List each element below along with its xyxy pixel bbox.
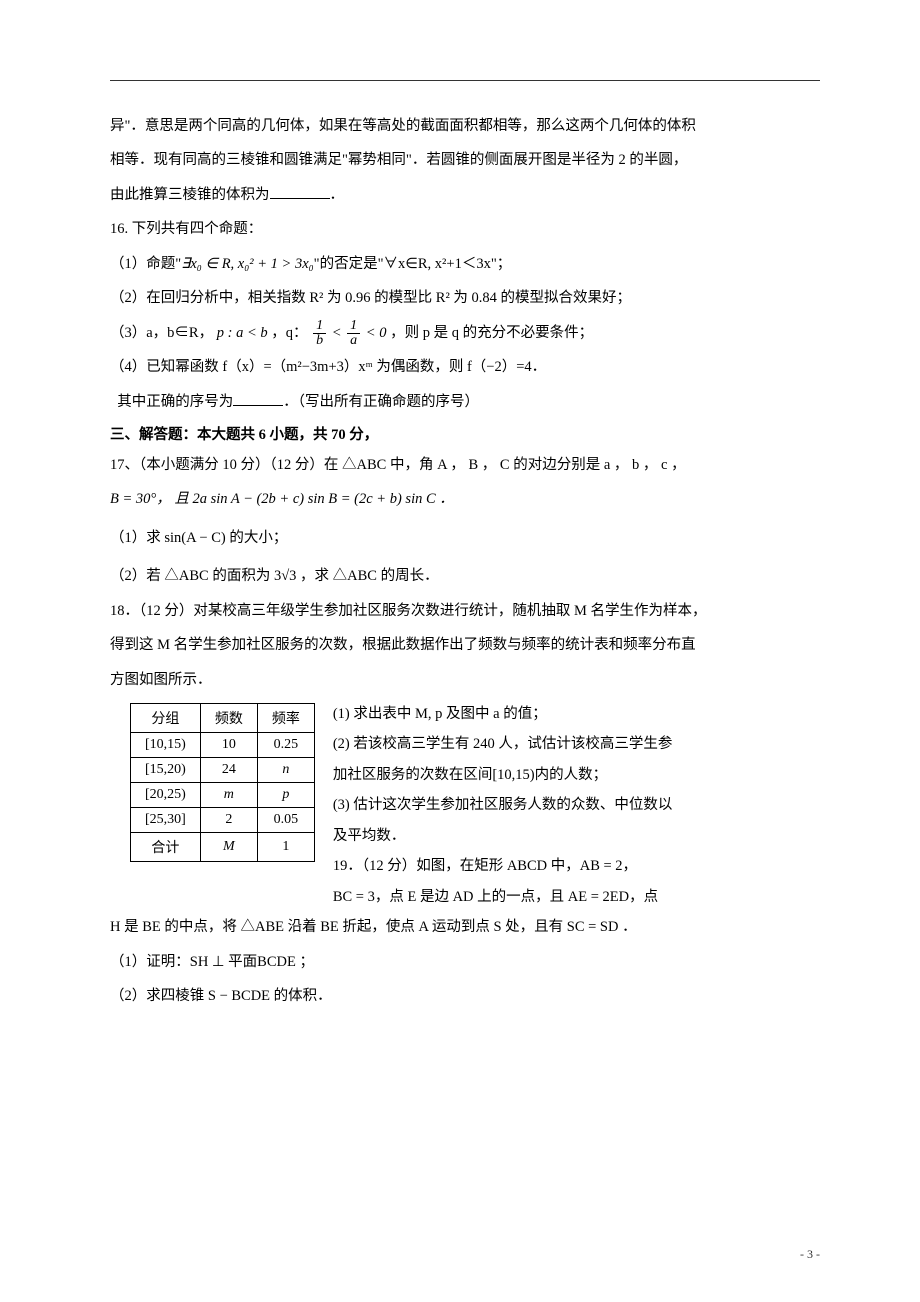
col-group: 分组 bbox=[131, 704, 201, 733]
q19-line1b: BC = 3，点 E 是边 AD 上的一点，且 AE = 2ED，点 bbox=[333, 882, 820, 912]
q16-2: （2）在回归分析中，相关指数 R² 为 0.96 的模型比 R² 为 0.84 … bbox=[110, 283, 820, 313]
frac-num-1: 1 bbox=[313, 319, 326, 334]
q18-line3: 方图如图所示． bbox=[110, 665, 820, 695]
frac-1-over-b: 1b bbox=[313, 319, 326, 348]
table-row: [15,20) 24 n bbox=[131, 758, 315, 783]
page-number: - 3 - bbox=[800, 1247, 820, 1262]
cell: [10,15) bbox=[131, 733, 201, 758]
blank-answers bbox=[233, 390, 283, 406]
q18-row: 分组 频数 频率 [10,15) 10 0.25 [15,20) 24 n [2… bbox=[110, 699, 820, 912]
section-3-head: 三、解答题：本大题共 6 小题，共 70 分， bbox=[110, 423, 820, 444]
q16-1a: （1）命题" bbox=[110, 256, 181, 272]
q16-4: （4）已知幂函数 f（x）=（m²−3m+3）xᵐ 为偶函数，则 f（−2）=4… bbox=[110, 352, 820, 382]
q16-3c: ，则 p 是 q 的充分不必要条件； bbox=[390, 325, 593, 341]
q16-tail-b: ．（写出所有正确命题的序号） bbox=[283, 394, 479, 410]
q18-r2a: (2) 若该校高三学生有 240 人，试估计该校高三学生参 bbox=[333, 729, 820, 759]
q18-r1: (1) 求出表中 M, p 及图中 a 的值； bbox=[333, 699, 820, 729]
cell: [20,25) bbox=[131, 783, 201, 808]
q17-line2-math: B = 30°， 且 2a sin A − (2b + c) sin B = (… bbox=[110, 491, 454, 507]
frequency-table: 分组 频数 频率 [10,15) 10 0.25 [15,20) 24 n [2… bbox=[130, 703, 315, 862]
table-row: [10,15) 10 0.25 bbox=[131, 733, 315, 758]
cell: 0.25 bbox=[257, 733, 314, 758]
q17-sub2: （2）若 △ABC 的面积为 3√3 ，求 △ABC 的周长． bbox=[110, 561, 820, 591]
q16-3b: ，q： bbox=[271, 325, 307, 341]
cell: n bbox=[257, 758, 314, 783]
lt-1: < bbox=[332, 325, 342, 341]
intro-continuation-3: 由此推算三棱锥的体积为 ． bbox=[110, 180, 820, 210]
col-freq: 频数 bbox=[200, 704, 257, 733]
cell: 合计 bbox=[131, 833, 201, 862]
cell: [25,30] bbox=[131, 808, 201, 833]
q16-3a: （3）a，b∈R， bbox=[110, 325, 213, 341]
q19-line1a: 19．（12 分）如图，在矩形 ABCD 中，AB = 2， bbox=[333, 851, 820, 881]
cell: 24 bbox=[200, 758, 257, 783]
q17-line2: B = 30°， 且 2a sin A − (2b + c) sin B = (… bbox=[110, 484, 820, 514]
q19-line2: H 是 BE 的中点，将 △ABE 沿着 BE 折起，使点 A 运动到点 S 处… bbox=[110, 912, 820, 942]
q16-tail: 其中正确的序号为 ．（写出所有正确命题的序号） bbox=[110, 387, 820, 417]
cell: [15,20) bbox=[131, 758, 201, 783]
q18-r2b: 加社区服务的次数在区间[10,15)内的人数； bbox=[333, 760, 820, 790]
intro-3b: ． bbox=[330, 187, 345, 203]
lt-0: < 0 bbox=[366, 325, 387, 341]
cell: 1 bbox=[257, 833, 314, 862]
q18-r3a: (3) 估计这次学生参加社区服务人数的众数、中位数以 bbox=[333, 790, 820, 820]
cell: 0.05 bbox=[257, 808, 314, 833]
table-row: [25,30] 2 0.05 bbox=[131, 808, 315, 833]
frac-den-a: a bbox=[347, 334, 360, 348]
cell: m bbox=[200, 783, 257, 808]
q18-r3b: 及平均数． bbox=[333, 821, 820, 851]
q19-sub2: （2）求四棱锥 S − BCDE 的体积． bbox=[110, 981, 820, 1011]
intro-3a: 由此推算三棱锥的体积为 bbox=[110, 187, 270, 203]
q18-line1: 18．（12 分）对某校高三年级学生参加社区服务次数进行统计，随机抽取 M 名学… bbox=[110, 596, 820, 626]
top-rule bbox=[110, 80, 820, 81]
q18-line2: 得到这 M 名学生参加社区服务的次数，根据此数据作出了频数与频率的统计表和频率分… bbox=[110, 630, 820, 660]
q16-3: （3）a，b∈R， p : a < b ，q： 1b < 1a < 0 ，则 p… bbox=[110, 318, 820, 348]
frac-den-b: b bbox=[313, 334, 326, 348]
q16-1-math: ∃x₀ ∈ R, x₀² + 1 > 3x₀ bbox=[181, 256, 314, 272]
page: 异"．意思是两个同高的几何体，如果在等高处的截面面积都相等，那么这两个几何体的体… bbox=[0, 0, 920, 1302]
table-row-total: 合计 M 1 bbox=[131, 833, 315, 862]
cell: 10 bbox=[200, 733, 257, 758]
frac-1-over-a: 1a bbox=[347, 319, 360, 348]
cell: M bbox=[200, 833, 257, 862]
q16-head: 16. 下列共有四个命题： bbox=[110, 214, 820, 244]
q17-line1: 17、（本小题满分 10 分）（12 分）在 △ABC 中，角 A ， B ， … bbox=[110, 450, 820, 480]
col-rate: 频率 bbox=[257, 704, 314, 733]
q19-sub1: （1）证明：SH ⊥ 平面BCDE ； bbox=[110, 947, 820, 977]
q18-right-column: (1) 求出表中 M, p 及图中 a 的值； (2) 若该校高三学生有 240… bbox=[333, 699, 820, 912]
q16-3-p: p : a < b bbox=[217, 325, 268, 341]
cell: 2 bbox=[200, 808, 257, 833]
table-head-row: 分组 频数 频率 bbox=[131, 704, 315, 733]
frac-num-2: 1 bbox=[347, 319, 360, 334]
q16-1: （1）命题"∃x₀ ∈ R, x₀² + 1 > 3x₀"的否定是"∀x∈R, … bbox=[110, 249, 820, 279]
blank-volume bbox=[270, 183, 330, 199]
intro-continuation-2: 相等．现有同高的三棱锥和圆锥满足"幂势相同"．若圆锥的侧面展开图是半径为 2 的… bbox=[110, 145, 820, 175]
cell: p bbox=[257, 783, 314, 808]
intro-continuation-1: 异"．意思是两个同高的几何体，如果在等高处的截面面积都相等，那么这两个几何体的体… bbox=[110, 111, 820, 141]
q16-tail-a: 其中正确的序号为 bbox=[117, 394, 233, 410]
q16-1b: "的否定是"∀x∈R, x²+1＜3x"； bbox=[314, 256, 512, 272]
table-row: [20,25) m p bbox=[131, 783, 315, 808]
q17-sub1: （1）求 sin(A − C) 的大小； bbox=[110, 523, 820, 553]
